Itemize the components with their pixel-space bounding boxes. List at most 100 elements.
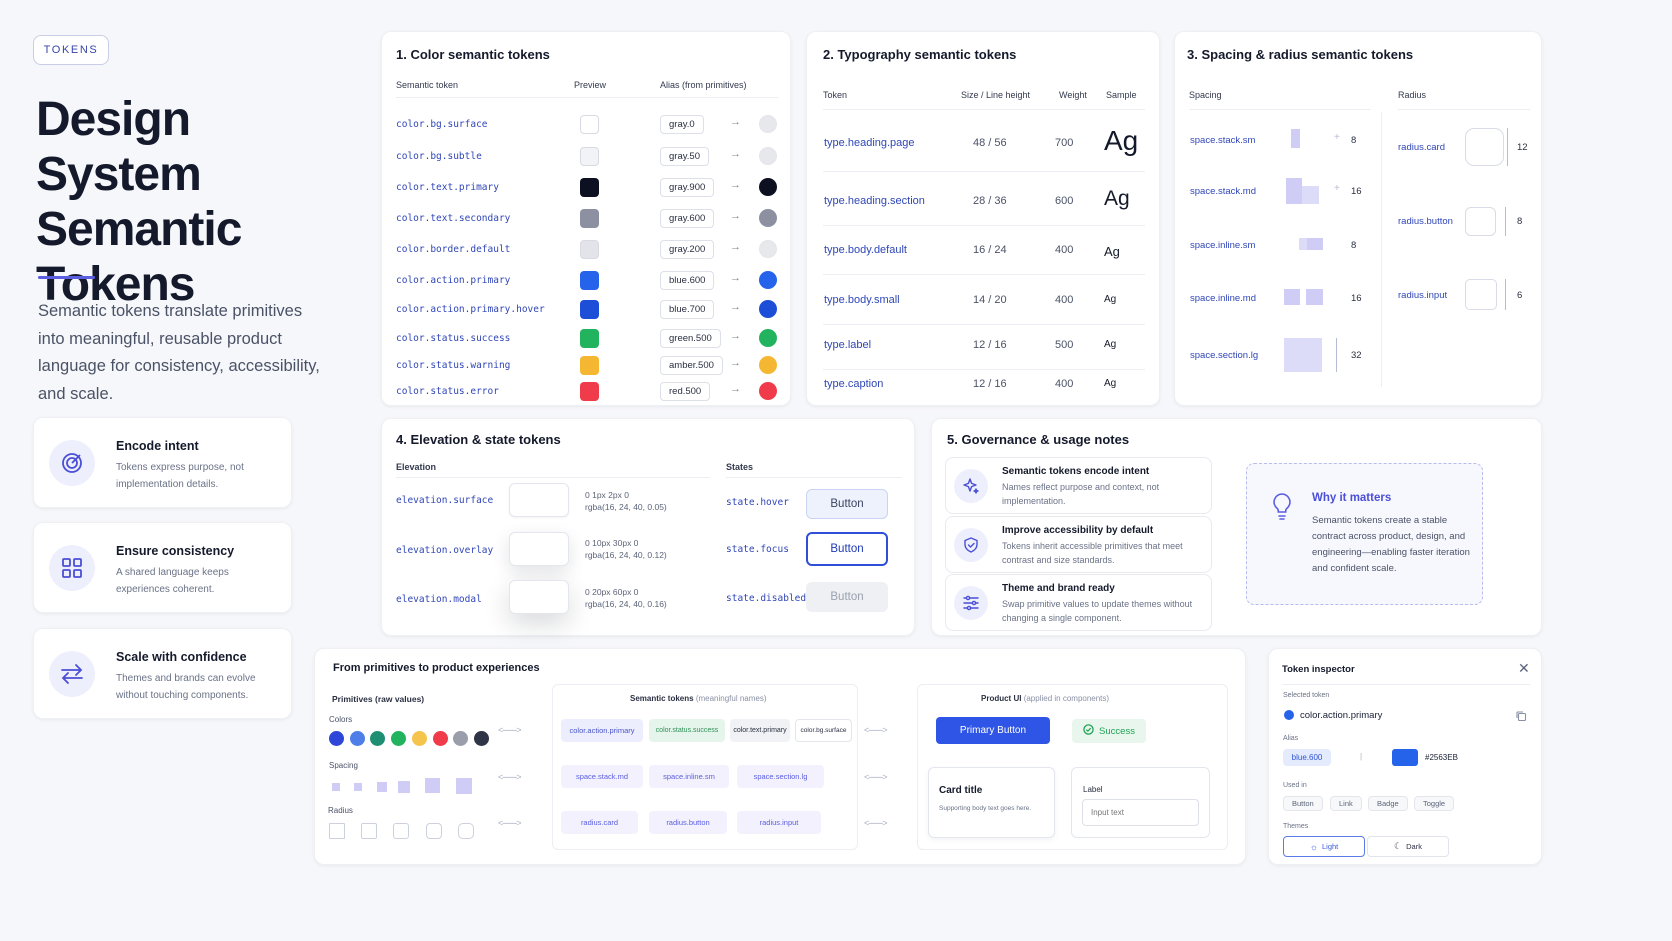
primitive-dot (759, 382, 777, 400)
type-token: type.heading.section (824, 195, 925, 207)
arrow-icon: → (730, 330, 741, 342)
usage-chip[interactable]: Toggle (1414, 796, 1455, 811)
theme-light-toggle[interactable]: ☼ Light (1283, 836, 1365, 857)
primitive-color (329, 731, 344, 746)
divider (823, 324, 1145, 325)
radius-token: radius.input (1398, 290, 1448, 301)
feature-card-encode-intent: Encode intent Tokens express purpose, no… (33, 417, 292, 508)
color-token: color.status.error (396, 386, 499, 397)
hover-state-button[interactable]: Button (806, 489, 888, 519)
grid-icon (49, 545, 95, 591)
usage-chip[interactable]: Link (1330, 796, 1362, 811)
elevation-state-card: 4. Elevation & state tokens Elevation St… (381, 418, 915, 636)
type-token: type.caption (824, 378, 884, 390)
alias-chip: gray.600 (660, 209, 715, 228)
semantic-sub: (meaningful names) (695, 694, 767, 703)
radius-primitive (329, 823, 345, 839)
card-title: 4. Elevation & state tokens (396, 432, 561, 447)
radius-value: 12 (1517, 142, 1528, 153)
alias-chip: amber.500 (660, 356, 723, 375)
divider (1282, 684, 1530, 685)
color-token: color.action.primary.hover (396, 304, 545, 315)
spacing-primitive (425, 778, 440, 793)
card-title: 3. Spacing & radius semantic tokens (1187, 47, 1414, 62)
spacing-radius-card: 3. Spacing & radius semantic tokens Spac… (1174, 31, 1542, 406)
divider (396, 97, 778, 98)
product-header: Product UI (applied in components) (981, 694, 1109, 703)
primitive-color (453, 731, 469, 746)
usage-chip[interactable]: Badge (1368, 796, 1408, 811)
semantic-chip[interactable]: color.action.primary (561, 719, 643, 742)
card-title: 5. Governance & usage notes (947, 432, 1130, 447)
semantic-chip[interactable]: space.stack.md (561, 765, 643, 788)
state-token: state.focus (726, 544, 789, 555)
selected-token: color.action.primary (1300, 710, 1383, 721)
color-preview (580, 178, 599, 197)
themes-label: Themes (1283, 823, 1309, 830)
type-token: type.heading.page (824, 137, 915, 149)
elevation-token: elevation.surface (396, 495, 494, 506)
plus-icon: + (1334, 132, 1340, 143)
alias-chip: gray.900 (660, 178, 715, 197)
divider (726, 477, 902, 478)
note-desc: Names reflect purpose and context, not i… (1002, 482, 1160, 506)
sample-input[interactable] (1082, 799, 1199, 826)
primitive-color (370, 731, 386, 746)
alias-chip[interactable]: blue.600 (1283, 749, 1331, 766)
focus-state-button[interactable]: Button (806, 532, 888, 566)
usage-chip[interactable]: Button (1283, 796, 1323, 811)
spacing-value: 16 (1351, 293, 1362, 304)
color-tokens-card: 1. Color semantic tokens Semantic token … (381, 31, 791, 406)
feature-card-ensure-consistency: Ensure consistency A shared language kee… (33, 522, 292, 613)
column-header: Token (823, 90, 848, 100)
copy-icon[interactable] (1515, 709, 1527, 727)
primitive-dot (759, 115, 777, 133)
radius-primitive (361, 823, 377, 839)
radius-primitive (393, 823, 409, 839)
note-title: Semantic tokens encode intent (1002, 466, 1150, 477)
primitive-dot (759, 178, 777, 196)
semantic-chip[interactable]: space.section.lg (737, 765, 824, 788)
column-divider (1381, 112, 1382, 387)
primary-button[interactable]: Primary Button (936, 717, 1050, 744)
type-size: 12 / 16 (973, 339, 1007, 351)
semantic-chip[interactable]: color.bg.surface (795, 719, 852, 742)
column-header: Alias (from primitives) (660, 80, 747, 90)
radius-label: Radius (328, 806, 353, 815)
column-header: Radius (1398, 90, 1427, 100)
semantic-header-text: Semantic tokens (630, 694, 694, 703)
column-header: Size / Line height (961, 90, 1031, 100)
type-sample: Ag (1104, 187, 1130, 210)
theme-dark-toggle[interactable]: ☾ Dark (1367, 836, 1449, 857)
alias-chip: blue.600 (660, 271, 715, 290)
alias-chip: blue.700 (660, 300, 715, 319)
column-header: Elevation (396, 462, 437, 472)
color-token: color.text.secondary (396, 213, 511, 224)
check-circle-icon (1083, 722, 1094, 740)
color-token: color.action.primary (396, 275, 511, 286)
color-token: color.text.primary (396, 182, 499, 193)
alias-chip: gray.0 (660, 115, 704, 134)
column-header: Spacing (1189, 90, 1222, 100)
success-label: Success (1099, 725, 1135, 737)
type-sample: Ag (1104, 339, 1117, 350)
close-icon[interactable]: ✕ (1518, 660, 1530, 676)
spacing-value: 32 (1351, 350, 1362, 361)
arrow-icon: → (730, 210, 741, 222)
semantic-chip[interactable]: radius.button (649, 811, 727, 834)
primitive-dot (759, 300, 777, 318)
semantic-chip[interactable]: space.inline.sm (649, 765, 729, 788)
arrow-icon: → (730, 116, 741, 128)
type-token: type.body.small (824, 294, 900, 306)
semantic-chip[interactable]: color.status.success (649, 719, 725, 742)
flow-arrow-icon: <-------> (864, 772, 887, 782)
color-token: color.bg.surface (396, 119, 488, 130)
semantic-tokens-panel (552, 684, 858, 850)
alias-label: Alias (1283, 735, 1299, 742)
semantic-chip[interactable]: radius.card (561, 811, 638, 834)
tokens-tag: TOKENS (33, 35, 109, 65)
selected-label: Selected token (1283, 692, 1330, 699)
semantic-chip[interactable]: radius.input (737, 811, 821, 834)
semantic-chip[interactable]: color.text.primary (730, 719, 790, 742)
feature-desc: Themes and brands can evolve without tou… (116, 673, 256, 701)
